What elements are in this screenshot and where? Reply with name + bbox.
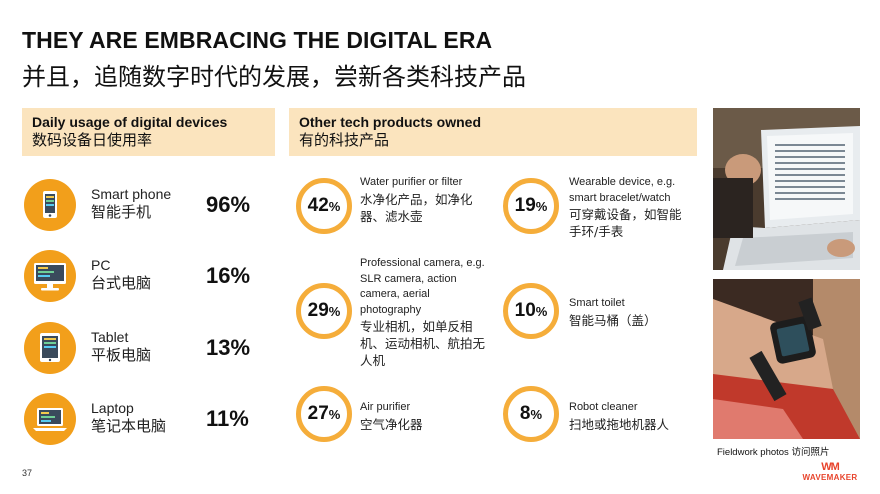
device-label-cn: 平板电脑 xyxy=(91,346,152,364)
other-products-header-cn: 有的科技产品 xyxy=(299,131,390,149)
fieldwork-photo-laptop xyxy=(713,108,860,270)
device-percentage: 96% xyxy=(206,192,251,217)
device-row-tablet: Tablet 平板电脑 13% xyxy=(24,322,274,374)
percent-sign: % xyxy=(535,303,548,319)
device-row-laptop: Laptop 笔记本电脑 11% xyxy=(24,393,274,445)
percent-sign: % xyxy=(328,303,341,319)
daily-usage-header-cn: 数码设备日使用率 xyxy=(32,131,153,149)
ownership-value: 29 xyxy=(307,300,329,321)
wavemaker-logo: WM WAVEMAKER xyxy=(800,461,860,482)
page-number: 37 xyxy=(22,468,33,478)
page-title-cn: 并且，追随数字时代的发展，尝新各类科技产品 xyxy=(22,63,526,91)
device-row-smartphone: Smart phone 智能手机 96% xyxy=(24,179,274,231)
daily-usage-header: Daily usage of digital devices 数码设备日使用率 xyxy=(22,108,275,156)
laptop-icon xyxy=(24,393,76,445)
product-label-cn: 智能马桶（盖） xyxy=(569,312,657,328)
logo-name: WAVEMAKER xyxy=(802,473,858,482)
product-label: Smart toilet 智能马桶（盖） xyxy=(569,296,693,329)
product-label: Robot cleaner 扫地或拖地机器人 xyxy=(569,400,693,433)
product-label-en: Professional camera, e.g. SLR camera, ac… xyxy=(360,257,485,316)
ownership-ring: 19% xyxy=(503,178,559,234)
device-label-en: Tablet xyxy=(91,329,129,345)
device-label-cn: 笔记本电脑 xyxy=(91,417,167,435)
product-label-cn: 可穿戴设备，如智能手环/手表 xyxy=(569,207,682,239)
device-label-cn: 智能手机 xyxy=(91,203,152,221)
photo-caption: Fieldwork photos 访问照片 xyxy=(717,444,829,458)
device-label: Smart phone 智能手机 xyxy=(91,185,171,221)
ownership-value: 8 xyxy=(519,403,531,424)
device-label-en: Smart phone xyxy=(91,186,172,202)
device-percentage: 13% xyxy=(206,335,251,360)
percent-sign: % xyxy=(530,406,543,422)
ownership-ring: 10% xyxy=(503,283,559,339)
tablet-icon xyxy=(24,322,76,374)
product-label-cn: 扫地或拖地机器人 xyxy=(569,416,670,432)
device-label-en: Laptop xyxy=(91,400,134,416)
daily-usage-header-en: Daily usage of digital devices xyxy=(32,114,228,130)
device-label: PC 台式电脑 xyxy=(91,256,151,292)
device-percentage: 16% xyxy=(206,263,251,288)
product-label: Water purifier or filter 水净化产品，如净化器、滤水壶 xyxy=(360,175,488,225)
device-row-pc: PC 台式电脑 16% xyxy=(24,250,274,302)
percent-sign: % xyxy=(328,198,341,214)
ownership-ring: 42% xyxy=(296,178,352,234)
page-title-en: THEY ARE EMBRACING THE DIGITAL ERA xyxy=(22,27,493,53)
product-label-cn: 专业相机，如单反相机、运动相机、航拍无人机 xyxy=(360,319,486,368)
photo-caption-cn: 访问照片 xyxy=(791,447,830,458)
product-label-en: Robot cleaner xyxy=(569,401,638,413)
product-label: Wearable device, e.g. smart bracelet/wat… xyxy=(569,175,693,240)
product-label-en: Air purifier xyxy=(360,401,411,413)
smartphone-icon xyxy=(24,179,76,231)
product-label-en: Water purifier or filter xyxy=(360,176,463,188)
product-label-en: Smart toilet xyxy=(569,297,625,309)
ownership-ring: 29% xyxy=(296,283,352,339)
ownership-ring: 27% xyxy=(296,386,352,442)
device-percentage: 11% xyxy=(206,406,249,431)
ownership-value: 27 xyxy=(307,403,329,424)
logo-mark: WM xyxy=(821,461,840,473)
desktop-pc-icon xyxy=(24,250,76,302)
percent-sign: % xyxy=(328,406,341,422)
ownership-ring: 8% xyxy=(503,386,559,442)
percent-sign: % xyxy=(535,198,548,214)
other-products-header-en: Other tech products owned xyxy=(299,114,482,130)
product-label-cn: 水净化产品，如净化器、滤水壶 xyxy=(360,191,473,224)
ownership-value: 10 xyxy=(514,300,536,321)
product-label: Professional camera, e.g. SLR camera, ac… xyxy=(360,256,488,369)
fieldwork-photo-watch xyxy=(713,279,860,439)
product-label: Air purifier 空气净化器 xyxy=(360,400,488,433)
ownership-value: 42 xyxy=(307,195,329,216)
device-label: Tablet 平板电脑 xyxy=(91,328,151,364)
device-label-cn: 台式电脑 xyxy=(91,274,152,292)
other-products-header: Other tech products owned 有的科技产品 xyxy=(289,108,697,156)
ownership-value: 19 xyxy=(514,195,536,216)
product-label-en: Wearable device, e.g. smart bracelet/wat… xyxy=(569,176,676,204)
photo-caption-en: Fieldwork photos xyxy=(717,447,789,458)
device-label: Laptop 笔记本电脑 xyxy=(91,399,166,435)
product-label-cn: 空气净化器 xyxy=(360,416,423,432)
device-label-en: PC xyxy=(91,257,111,273)
